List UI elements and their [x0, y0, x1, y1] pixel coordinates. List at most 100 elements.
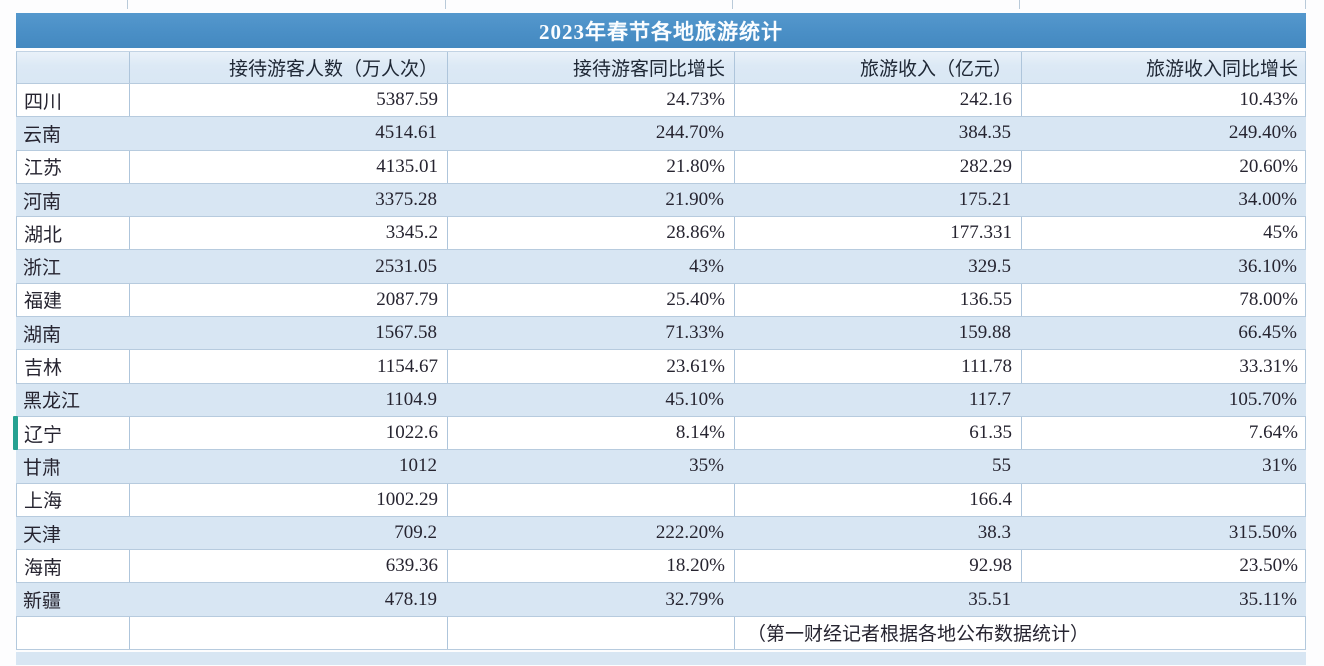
visitors-growth-cell[interactable]: 21.90%	[665, 189, 724, 211]
revenue-growth-cell[interactable]: 31%	[1262, 455, 1297, 477]
header-cell-revenue-growth[interactable]: 旅游收入同比增长	[1021, 52, 1307, 83]
region-cell[interactable]: 吉林	[24, 358, 63, 380]
table-row: 黑龙江 1104.9 45.10% 117.7 105.70%	[16, 383, 1306, 417]
region-cell[interactable]: 新疆	[23, 591, 62, 613]
visitors-growth-cell[interactable]: 28.86%	[447, 217, 734, 250]
header-cell-region[interactable]	[17, 52, 129, 83]
visitors-cell[interactable]: 1104.9	[385, 388, 437, 410]
revenue-cell[interactable]: 159.88	[958, 322, 1011, 344]
region-cell[interactable]: 上海	[24, 491, 63, 513]
visitors-cell[interactable]: 639.36	[129, 550, 447, 583]
region-cell[interactable]: 海南	[24, 557, 63, 579]
revenue-growth-cell[interactable]: 66.45%	[1238, 322, 1297, 344]
revenue-cell[interactable]: 111.78	[734, 350, 1021, 383]
revenue-cell[interactable]: 117.7	[968, 388, 1011, 410]
revenue-cell[interactable]: 242.16	[734, 84, 1021, 117]
revenue-cell[interactable]: 282.29	[734, 150, 1021, 183]
visitors-growth-cell[interactable]: 25.40%	[447, 283, 734, 317]
visitors-cell[interactable]: 4135.01	[129, 150, 447, 183]
region-cell[interactable]: 湖南	[23, 324, 62, 346]
table-row: 辽宁 1022.6 8.14% 61.35 7.64%	[13, 415, 1307, 451]
revenue-growth-cell[interactable]: 10.43%	[1021, 84, 1307, 117]
visitors-growth-cell[interactable]: 35%	[689, 455, 724, 477]
footer-cell-visitors[interactable]	[129, 616, 447, 649]
visitors-growth-cell[interactable]: 244.70%	[655, 122, 724, 144]
visitors-cell[interactable]: 709.2	[394, 522, 437, 543]
region-cell[interactable]: 四川	[24, 91, 63, 113]
gridline-tick	[732, 0, 733, 9]
table-row: 吉林 1154.67 23.61% 111.78 33.31%	[16, 350, 1307, 384]
visitors-growth-cell[interactable]	[447, 483, 734, 516]
table-row: 河南 3375.28 21.90% 175.21 34.00%	[16, 183, 1306, 218]
revenue-growth-cell[interactable]: 33.31%	[1021, 350, 1307, 383]
header-cell-revenue[interactable]: 旅游收入（亿元）	[734, 52, 1021, 83]
revenue-cell[interactable]: 38.3	[977, 522, 1011, 543]
revenue-cell[interactable]: 136.55	[734, 283, 1021, 317]
region-cell[interactable]: 甘肃	[23, 457, 62, 479]
visitors-cell[interactable]: 1002.29	[129, 483, 447, 516]
revenue-cell[interactable]: 384.35	[958, 122, 1011, 144]
visitors-cell[interactable]: 1012	[399, 455, 437, 477]
visitors-cell[interactable]: 1022.6	[129, 416, 447, 450]
region-cell[interactable]: 福建	[24, 291, 63, 313]
visitors-growth-cell[interactable]: 32.79%	[665, 588, 724, 610]
visitors-growth-cell[interactable]: 21.80%	[447, 150, 734, 183]
revenue-growth-cell[interactable]: 249.40%	[1228, 122, 1297, 144]
table-title-bar[interactable]: 2023年春节各地旅游统计	[16, 13, 1306, 48]
visitors-cell[interactable]: 3345.2	[129, 217, 447, 250]
visitors-growth-cell[interactable]: 43%	[689, 255, 724, 277]
region-cell[interactable]: 辽宁	[24, 424, 63, 446]
gridline-tick	[1019, 0, 1020, 9]
table-row: 四川 5387.59 24.73% 242.16 10.43%	[16, 84, 1307, 118]
visitors-growth-cell[interactable]: 24.73%	[447, 84, 734, 117]
visitors-growth-cell[interactable]: 222.20%	[655, 522, 724, 543]
revenue-cell[interactable]: 166.4	[734, 483, 1021, 516]
visitors-growth-cell[interactable]: 18.20%	[447, 550, 734, 583]
revenue-growth-cell[interactable]	[1021, 483, 1307, 516]
footer-cell-visitors-growth[interactable]	[447, 616, 734, 649]
revenue-cell[interactable]: 329.5	[968, 255, 1011, 277]
footer-cell-region[interactable]	[17, 617, 129, 649]
header-cell-visitors-growth[interactable]: 接待游客同比增长	[447, 52, 734, 83]
visitors-growth-cell[interactable]: 8.14%	[447, 416, 734, 450]
visitors-growth-cell[interactable]: 45.10%	[665, 388, 724, 410]
partial-next-row	[16, 651, 1306, 665]
region-cell[interactable]: 河南	[23, 191, 62, 213]
revenue-growth-cell[interactable]: 315.50%	[1228, 522, 1297, 543]
visitors-cell[interactable]: 3375.28	[375, 189, 437, 211]
revenue-growth-cell[interactable]: 45%	[1021, 217, 1307, 250]
revenue-cell[interactable]: 177.331	[734, 217, 1021, 250]
table-row: 湖北 3345.2 28.86% 177.331 45%	[16, 217, 1307, 251]
revenue-growth-cell[interactable]: 20.60%	[1021, 150, 1307, 183]
visitors-cell[interactable]: 478.19	[384, 588, 437, 610]
header-cell-visitors[interactable]: 接待游客人数（万人次）	[129, 52, 447, 83]
region-cell[interactable]: 江苏	[24, 158, 63, 180]
revenue-growth-cell[interactable]: 7.64%	[1021, 416, 1307, 450]
revenue-cell[interactable]: 175.21	[958, 189, 1011, 211]
visitors-cell[interactable]: 5387.59	[129, 84, 447, 117]
visitors-cell[interactable]: 4514.61	[375, 122, 437, 144]
visitors-growth-cell[interactable]: 71.33%	[665, 322, 724, 344]
visitors-cell[interactable]: 2531.05	[375, 255, 437, 277]
revenue-growth-cell[interactable]: 23.50%	[1021, 550, 1307, 583]
region-cell[interactable]: 浙江	[23, 258, 62, 280]
revenue-cell[interactable]: 55	[992, 455, 1011, 477]
visitors-cell[interactable]: 1154.67	[129, 350, 447, 383]
region-cell[interactable]: 黑龙江	[23, 391, 81, 413]
region-cell[interactable]: 云南	[23, 124, 62, 146]
revenue-growth-cell[interactable]: 35.11%	[1239, 588, 1297, 610]
visitors-cell[interactable]: 1567.58	[375, 322, 437, 344]
revenue-cell[interactable]: 35.51	[968, 588, 1011, 610]
visitors-cell[interactable]: 2087.79	[129, 283, 447, 317]
revenue-growth-cell[interactable]: 36.10%	[1238, 255, 1297, 277]
revenue-growth-cell[interactable]: 105.70%	[1228, 388, 1297, 410]
visitors-growth-cell[interactable]: 23.61%	[447, 350, 734, 383]
revenue-cell[interactable]: 61.35	[734, 416, 1021, 450]
table-row: 上海 1002.29 166.4	[16, 483, 1307, 517]
revenue-cell[interactable]: 92.98	[734, 550, 1021, 583]
region-cell[interactable]: 天津	[23, 524, 62, 546]
revenue-growth-cell[interactable]: 78.00%	[1021, 283, 1307, 317]
revenue-growth-cell[interactable]: 34.00%	[1238, 189, 1297, 211]
region-cell[interactable]: 湖北	[24, 224, 63, 246]
